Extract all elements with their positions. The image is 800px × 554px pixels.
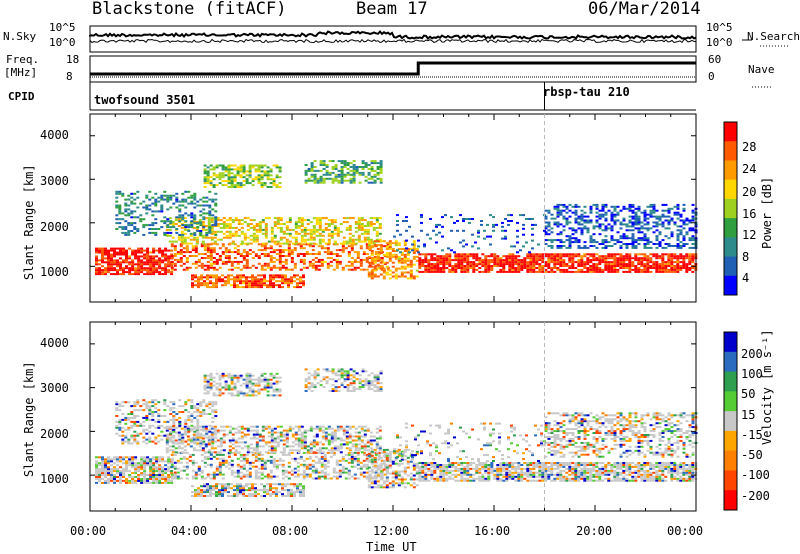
xtick-0000: 00:00 xyxy=(70,524,107,538)
noise-panel-frame xyxy=(89,25,697,53)
nsearch-label: N.Search xyxy=(747,30,800,43)
velocity-colorbar-swatch xyxy=(724,470,737,491)
power-colorbar-swatch xyxy=(724,198,737,219)
velocity-echoes xyxy=(95,368,698,497)
power-cbar-tick-20: 20 xyxy=(742,185,757,199)
velocity-cbar-tick-neg100: -100 xyxy=(741,468,770,482)
cpid-segment-2: rbsp-tau 210 xyxy=(543,85,630,99)
xtick-0400: 04:00 xyxy=(171,524,208,538)
power-colorbar-swatch xyxy=(724,237,737,258)
noise-tick-bottom-left: 10^0 xyxy=(49,36,76,49)
power-ytick-2000: 2000 xyxy=(40,220,69,234)
velocity-cbar-tick-50: 50 xyxy=(741,387,756,401)
power-cbar-tick-28: 28 xyxy=(742,140,757,154)
velocity-colorbar-swatch xyxy=(724,430,737,452)
power-panel-frame xyxy=(89,113,697,303)
power-echoes xyxy=(95,160,698,289)
freq-label: Freq. xyxy=(6,53,40,66)
power-colorbar-swatch xyxy=(724,141,737,161)
velocity-cbar-tick-neg15: -15 xyxy=(741,428,763,442)
noise-tick-top-right: 10^5 xyxy=(706,21,733,34)
velocity-colorbar-swatch xyxy=(724,351,737,373)
power-colorbar-swatch xyxy=(724,179,737,200)
nave-label: Nave xyxy=(748,63,775,76)
xtick-1200: 12:00 xyxy=(373,524,410,538)
velocity-cbar-tick-200: 200 xyxy=(741,347,763,361)
noise-tick-top-left: 10^5 xyxy=(49,21,76,34)
beam-title: Beam 17 xyxy=(356,0,428,19)
power-colorbar-swatch xyxy=(724,160,737,181)
velocity-colorbar-swatch xyxy=(724,450,737,471)
cpid-label: CPID xyxy=(8,90,35,103)
nave-tick-top: 60 xyxy=(708,53,722,66)
power-colorbar-swatch xyxy=(724,218,737,238)
power-colorbar-swatch xyxy=(724,256,737,277)
xtick-2400: 00:00 xyxy=(667,524,704,538)
power-ytick-4000: 4000 xyxy=(40,128,69,142)
velocity-cbar-tick-15: 15 xyxy=(741,408,756,422)
freq-panel-frame xyxy=(89,55,697,83)
velocity-colorbar-swatch xyxy=(724,411,737,432)
power-colorbar-swatch xyxy=(724,122,737,142)
noise-tick-bottom-right: 10^0 xyxy=(706,36,733,49)
velocity-cbar-tick-100: 100 xyxy=(741,367,763,381)
velocity-colorbar-swatch xyxy=(724,332,737,353)
velocity-cbar-tick-neg50: -50 xyxy=(741,448,763,462)
power-colorbar-frame xyxy=(723,121,738,296)
xtick-1600: 16:00 xyxy=(474,524,511,538)
velocity-ytick-2000: 2000 xyxy=(40,427,69,441)
power-cbar-tick-24: 24 xyxy=(742,162,757,176)
velocity-colorbar-swatch xyxy=(724,490,737,511)
freq-unit-label: [MHz] xyxy=(4,66,38,79)
power-cbar-tick-12: 12 xyxy=(742,228,757,242)
power-ytick-1000: 1000 xyxy=(40,265,69,279)
station-title: Blackstone (fitACF) xyxy=(92,0,287,19)
power-cbar-tick-8: 8 xyxy=(742,250,750,264)
velocity-colorbar-swatch xyxy=(724,391,737,412)
xaxis-label: Time UT xyxy=(366,540,417,554)
velocity-ytick-3000: 3000 xyxy=(40,381,69,395)
velocity-colorbar-swatch xyxy=(724,371,737,392)
velocity-ytick-4000: 4000 xyxy=(40,336,69,350)
power-colorbar-swatch xyxy=(724,275,737,296)
power-cbar-tick-4: 4 xyxy=(742,271,750,285)
power-ytick-3000: 3000 xyxy=(40,174,69,188)
freq-tick-top: 18 xyxy=(66,53,80,66)
velocity-ytick-1000: 1000 xyxy=(40,472,69,486)
power-cbar-tick-16: 16 xyxy=(742,207,757,221)
nsky-label: N.Sky xyxy=(3,30,37,43)
cpid-segment-1: twofsound 3501 xyxy=(94,93,196,107)
nsearch-line xyxy=(89,38,697,44)
xtick-2000: 20:00 xyxy=(576,524,613,538)
nsky-line xyxy=(89,30,697,40)
date-title: 06/Mar/2014 xyxy=(588,0,701,19)
freq-tick-bottom: 8 xyxy=(66,70,73,83)
velocity-colorbar-frame xyxy=(723,331,738,511)
velocity-cbar-tick-neg200: -200 xyxy=(741,489,770,503)
freq-line xyxy=(90,61,696,76)
xtick-0800: 08:00 xyxy=(272,524,309,538)
nave-tick-bottom: 0 xyxy=(708,70,715,83)
